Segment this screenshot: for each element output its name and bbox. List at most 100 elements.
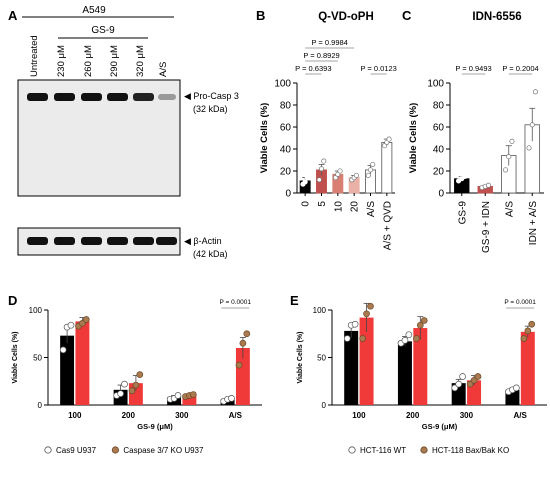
data-point (136, 371, 144, 378)
data-point (420, 317, 428, 324)
y-axis-label: Viable Cells (%) (12, 331, 19, 383)
y-tick-label: 20 (433, 167, 445, 178)
x-tick-label: A/S (504, 201, 515, 217)
data-point (416, 321, 424, 329)
data-point (351, 320, 359, 328)
data-point (82, 316, 90, 323)
data-point (529, 122, 535, 128)
panel-d-chart: D 0 50 100 Viable Cells (%) 100 200 300 A/S GS-9 … (8, 293, 262, 455)
blot-label-actin: ◀ β-Actin (184, 236, 222, 246)
y-tick-label: 0 (38, 401, 43, 410)
y-tick-label: 80 (433, 101, 445, 112)
data-point (401, 337, 409, 344)
lane-label: 320 μM (135, 45, 146, 77)
legend-marker (44, 446, 52, 454)
data-point (121, 380, 128, 388)
x-tick-label: IDN + A/S (528, 201, 539, 246)
legend-marker (420, 446, 428, 454)
legend-label: HCT-116 WT (360, 446, 406, 455)
lane-label: 230 μM (56, 45, 67, 77)
panel-e-chart: E 0 50 100 Viable Cells (%) 100 200 300 A/S GS-9 … (290, 293, 547, 455)
x-tick-label: A/S (229, 411, 243, 420)
p-value-label: P = 0.0001 (504, 299, 536, 306)
blot-actin-bands (27, 237, 177, 245)
lane-label: 260 μM (83, 45, 94, 77)
panel-a-letter: A (8, 8, 18, 23)
data-point (509, 138, 515, 144)
y-axis-label: Viable Cells (%) (408, 103, 419, 174)
x-tick-label: GS-9 (457, 201, 468, 225)
data-point (520, 335, 528, 342)
bar (413, 328, 428, 405)
data-point (462, 173, 468, 180)
y-tick-label: 0 (438, 189, 444, 200)
data-point (359, 335, 366, 342)
lane-labels: Untreated 230 μM 260 μM 290 μM 320 μM A/S (29, 35, 169, 77)
y-tick-label: 100 (274, 79, 291, 90)
data-point (365, 172, 371, 178)
y-tick-label: 60 (280, 123, 292, 134)
data-point (304, 175, 310, 181)
x-tick-label: 100 (68, 411, 82, 420)
y-tick-label: 40 (280, 145, 292, 156)
panel-letter: C (402, 8, 412, 23)
data-point (532, 89, 539, 95)
data-point (318, 166, 325, 172)
panel-letter: B (256, 8, 265, 23)
data-point (528, 320, 536, 328)
data-point (174, 392, 182, 399)
p-value-label: P = 0.8929 (303, 51, 339, 60)
x-tick-label: 300 (460, 411, 474, 420)
data-point (302, 179, 308, 185)
p-value-label: P = 0.0001 (219, 299, 251, 306)
bar (520, 331, 535, 405)
y-tick-label: 100 (313, 306, 327, 315)
data-point (59, 346, 67, 354)
lane-label: 290 μM (109, 45, 120, 77)
x-tick-label: 200 (122, 411, 136, 420)
y-tick-label: 20 (280, 167, 292, 178)
data-point (363, 310, 370, 318)
x-tick-label: 100 (352, 411, 366, 420)
data-point (502, 167, 509, 173)
data-point (405, 331, 413, 339)
x-tick-label: GS-9 + IDN (481, 201, 492, 253)
data-point (243, 330, 251, 338)
legend-label: Caspase 3/7 KO U937 (123, 446, 204, 455)
x-axis-label: GS-9 (μM) (137, 422, 173, 431)
x-tick-label: 200 (406, 411, 420, 420)
data-point (370, 161, 376, 167)
bar (182, 395, 197, 405)
blot-size-actin: (42 kDa) (193, 249, 228, 259)
bar (397, 341, 412, 405)
data-point (117, 390, 124, 397)
y-tick-label: 50 (33, 354, 42, 363)
p-value-label: P = 0.0123 (360, 64, 396, 73)
panel-c-chart: C IDN-6556 0 20 40 60 80 100 Viable Cells (%) GS-… (402, 8, 544, 253)
data-point (67, 321, 75, 329)
chart-title: IDN-6556 (472, 11, 521, 23)
y-axis-label: Viable Cells (%) (297, 331, 304, 383)
lane-label: A/S (158, 62, 169, 77)
x-tick-label: A/S + QVD (382, 201, 393, 250)
data-point (386, 136, 392, 142)
panel-letter: E (290, 293, 299, 308)
bar (75, 321, 90, 405)
data-point (513, 384, 520, 392)
data-point (367, 167, 374, 173)
data-point (459, 373, 466, 380)
panel-letter: D (8, 293, 17, 308)
p-value-label: P = 0.9984 (311, 38, 347, 47)
x-tick-label: 300 (175, 411, 189, 420)
x-tick-label: 0 (301, 201, 312, 207)
data-point (524, 327, 532, 335)
data-point (228, 395, 235, 402)
y-tick-label: 80 (280, 101, 292, 112)
data-point (321, 158, 327, 164)
x-axis-label: GS-9 (μM) (422, 422, 458, 431)
data-point (367, 302, 374, 310)
blot-label-caspase-3: ◀ Pro-Casp 3 (184, 91, 239, 101)
compound-label: GS-9 (91, 25, 115, 36)
